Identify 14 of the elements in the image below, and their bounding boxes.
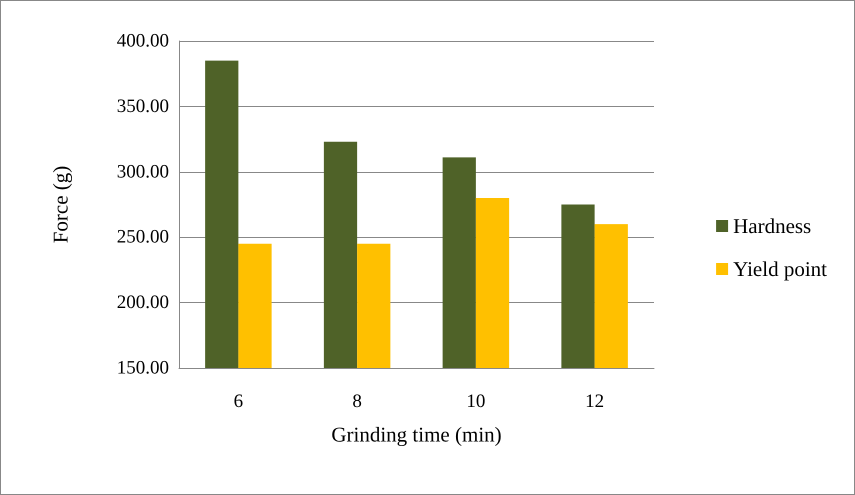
y-tick-label: 300.00 — [116, 161, 169, 182]
y-tick-label: 150.00 — [116, 358, 169, 378]
x-tick-label: 8 — [352, 391, 362, 412]
y-tick-label: 200.00 — [116, 292, 169, 314]
y-tick-label: 400.00 — [116, 30, 169, 52]
x-tick-label: 12 — [585, 391, 604, 412]
x-tick-label: 6 — [234, 391, 244, 412]
x-tick-label: 10 — [466, 391, 486, 412]
y-tick-label: 250.00 — [116, 226, 169, 248]
legend-label: Hardness — [733, 214, 812, 238]
y-tick-label: 350.00 — [116, 96, 169, 117]
y-axis-title: Force (g) — [48, 166, 72, 244]
x-axis-title: Grinding time (min) — [331, 422, 502, 446]
legend-label: Yield point — [733, 257, 828, 281]
